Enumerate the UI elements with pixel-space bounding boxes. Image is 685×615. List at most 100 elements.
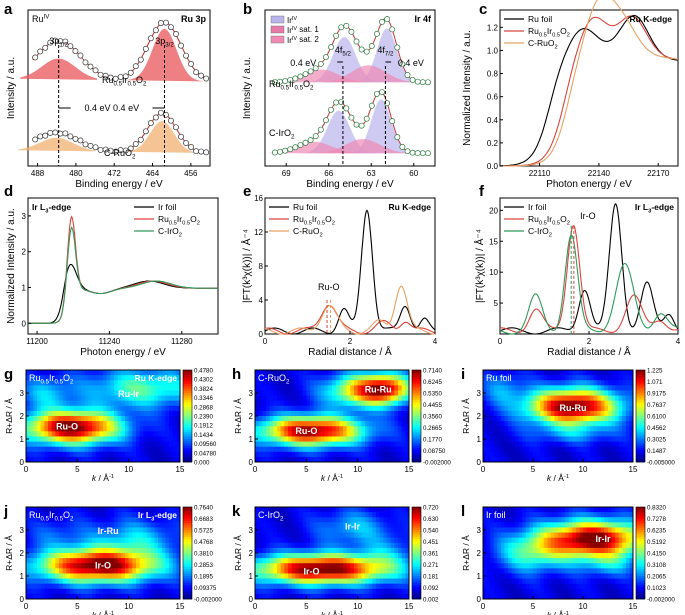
heatmap-cell [350, 532, 355, 539]
heatmap-cell [368, 400, 373, 407]
heatmap-cell [361, 451, 366, 458]
heatmap-cell [33, 547, 38, 554]
heatmap-cell [128, 507, 133, 513]
heatmap-cell [66, 583, 71, 590]
heatmap-cell [540, 517, 545, 523]
heatmap-cell [106, 451, 111, 458]
heatmap-cell [158, 385, 163, 391]
label-part: sat. 1 [297, 25, 319, 34]
heatmap-cell [611, 370, 616, 376]
heatmap-cell [139, 451, 144, 458]
heatmap-cell [55, 456, 60, 463]
heatmap-cell [558, 400, 562, 407]
heatmap-cell [497, 390, 502, 396]
data-point [82, 141, 89, 148]
heatmap-cell [335, 400, 340, 407]
heatmap-cell [324, 395, 329, 402]
heatmap-cell [136, 573, 141, 579]
heatmap-cell [357, 512, 362, 518]
heatmap-cell [401, 522, 406, 528]
heatmap-cell [405, 583, 410, 590]
heatmap-cell [95, 395, 100, 402]
heatmap-cell [169, 421, 174, 427]
heatmap-cell [497, 583, 502, 590]
heatmap-cell [73, 553, 78, 559]
heatmap-cell [346, 573, 351, 579]
heatmap-cell [372, 370, 377, 376]
heatmap-cell [291, 436, 296, 442]
heatmap-cell [139, 395, 144, 402]
colorbar-cell [412, 523, 421, 526]
heatmap-cell [132, 568, 137, 574]
label-part: 0.5 [539, 33, 547, 39]
heatmap-cell [295, 400, 300, 407]
heatmap-cell [77, 563, 82, 569]
heatmap-cell [354, 568, 359, 574]
colorbar-cell [183, 409, 192, 412]
heatmap-cell [255, 421, 260, 427]
heatmap-cell [92, 593, 97, 600]
colorbar-cell [412, 576, 421, 579]
label-part: IV [44, 14, 51, 21]
ir4-component [293, 110, 384, 154]
heatmap-cell [398, 400, 403, 407]
heatmap-cell [529, 456, 534, 463]
heatmap-cell [284, 431, 289, 437]
heatmap-cell [608, 395, 612, 402]
peak-label: 4f7/2 [377, 45, 394, 58]
heatmap-cell [561, 441, 566, 448]
heatmap-cell [288, 558, 293, 564]
data-point [92, 67, 99, 74]
heatmap-cell [354, 395, 359, 402]
heatmap-cell [150, 537, 155, 544]
x-tick-label: 63 [367, 169, 376, 178]
heatmap-cell [103, 593, 108, 600]
colorbar-cell [636, 448, 645, 451]
heatmap-cell [273, 553, 278, 559]
heatmap-cell [515, 583, 520, 590]
heatmap-cell [77, 558, 82, 564]
heatmap-cell [81, 532, 86, 539]
heatmap-cell [81, 431, 86, 437]
heatmap-cell [361, 400, 366, 407]
heatmap-cell [401, 583, 406, 590]
heatmap-cell [328, 451, 333, 458]
colorbar-label: 0.271 [423, 562, 439, 569]
heatmap-cell [70, 456, 75, 463]
heatmap-cell [59, 426, 64, 432]
heatmap-cell [81, 436, 86, 442]
heatmap-cell [110, 527, 115, 533]
heatmap-cell [615, 441, 620, 448]
colorbar-cell [636, 439, 645, 442]
heatmap-cell [383, 390, 388, 396]
heatmap-cell [365, 370, 370, 376]
data-point [373, 90, 380, 97]
heatmap-cell [401, 563, 406, 569]
heatmap-cell [372, 375, 377, 381]
heatmap-cell [29, 553, 34, 559]
heatmap-cell [310, 507, 315, 513]
heatmap-cell [625, 370, 630, 376]
heatmap-cell [543, 431, 548, 437]
heatmap-cell [354, 573, 359, 579]
heatmap-cell [291, 441, 296, 448]
heatmap-cell [121, 583, 126, 590]
heatmap-cell [48, 542, 53, 549]
heatmap-cell [405, 527, 410, 533]
colorbar-cell [183, 536, 192, 540]
heatmap-cell [143, 421, 148, 427]
heatmap-cell [490, 553, 495, 559]
heatmap-cell [99, 410, 104, 417]
heatmap-cell [291, 583, 296, 590]
heatmap-cell [504, 385, 509, 391]
heatmap-cell [280, 441, 285, 448]
heatmap-cell [26, 563, 31, 569]
heatmap-cell [600, 375, 605, 381]
heatmap-cell [70, 441, 75, 448]
heatmap-cell [295, 395, 300, 402]
heatmap-cell [497, 517, 502, 523]
heatmap-cell [73, 380, 78, 386]
shift-label: 0.4 eV [290, 58, 316, 68]
heatmap-cell [139, 421, 144, 427]
label-part: O [63, 510, 70, 520]
